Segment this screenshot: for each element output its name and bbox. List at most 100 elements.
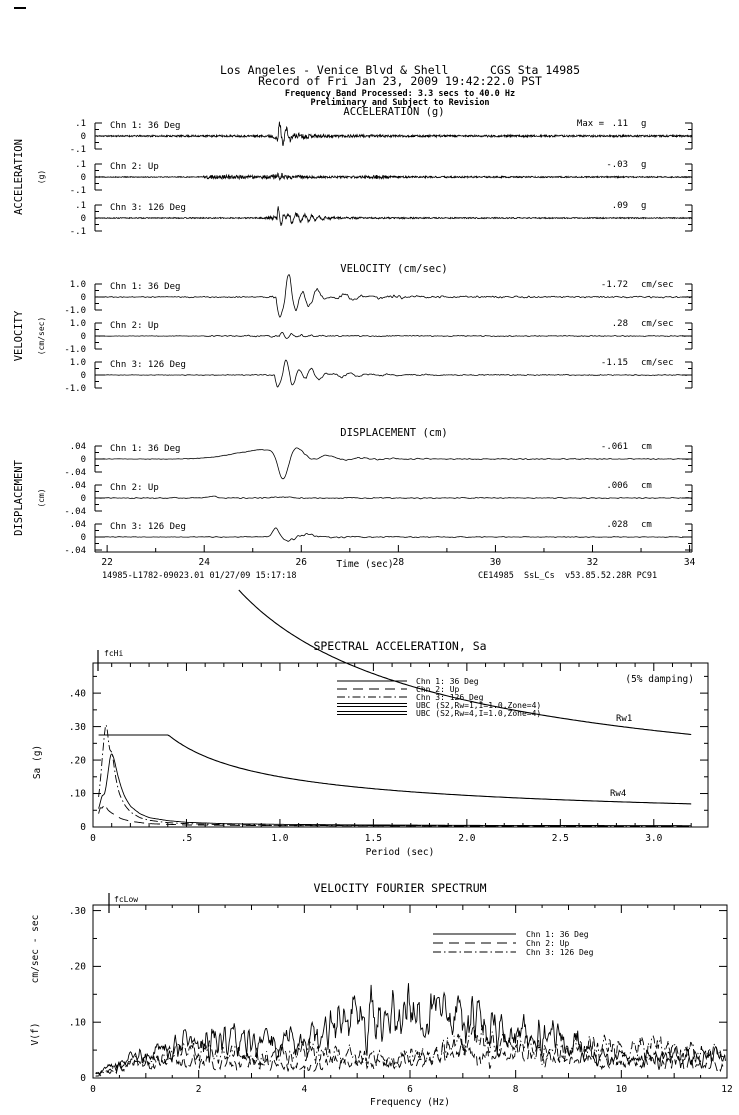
sa-legend-label: Chn 1: 36 Deg [416,677,479,686]
footer-processing-id: CE14985 SsL_Cs v53.85.52.28R PC91 [478,571,657,581]
strip-ytick-label: 0 [81,293,86,303]
fourier-xtick-label: 4 [301,1084,307,1095]
sa-ytick-label: .30 [69,722,86,733]
sa-legend-label: Chn 2: Up [416,685,460,694]
fourier-ytick-label: 0 [80,1073,86,1084]
sa-xtick-label: 2.0 [458,833,475,844]
sa-curve-chn1 [98,753,691,827]
sa-chart-title: SPECTRAL ACCELERATION, Sa [313,639,486,653]
max-value: .09 [612,201,628,211]
max-value: -.061 [601,442,628,452]
time-tick-label: 28 [393,557,405,568]
acceleration-panel-title: ACCELERATION (g) [343,106,444,118]
fourier-legend-label: Chn 2: Up [526,939,570,948]
strip-ytick-label: -.1 [70,145,86,155]
velocity-panel-title: VELOCITY (cm/sec) [340,263,447,275]
sa-xtick-label: 3.0 [645,833,662,844]
sa-curve-chn3 [98,723,691,827]
sa-xtick-label: 0 [90,833,96,844]
channel-label: Chn 1: 36 Deg [110,121,180,131]
sa-y-axis-title: Sa (g) [32,745,43,779]
strip-ytick-label: 0 [81,132,86,142]
rw1-curve-label: Rw1 [616,714,632,724]
strip-ytick-label: 0 [81,455,86,465]
max-value: -1.72 [601,280,628,290]
sa-xtick-label: 1.5 [365,833,382,844]
max-unit: cm [641,520,652,530]
trace-acceleration-chn3 [94,206,693,226]
header-preliminary-line: Preliminary and Subject to Revision [310,97,489,108]
strip-ytick-label: .04 [70,520,86,530]
fourier-xtick-label: 0 [90,1084,96,1095]
strip-ytick-label: .04 [70,442,86,452]
strip-ytick-label: -.04 [64,468,86,478]
max-unit: g [641,119,646,129]
time-tick-label: 32 [587,557,598,568]
sa-legend-label: Chn 3: 126 Deg [416,693,484,702]
strip-ytick-label: .04 [70,481,86,491]
max-value: .11 [612,119,628,129]
fourier-ytick-label: .20 [69,962,86,973]
trace-displacement-chn2 [94,495,693,500]
trace-velocity-chn1 [95,274,693,318]
channel-label: Chn 3: 126 Deg [110,522,186,532]
section-side-units: (cm) [37,488,46,507]
strip-ytick-label: -.1 [70,186,86,196]
time-tick-label: 30 [490,557,502,568]
sa-plot-frame [92,662,709,828]
strip-ytick-label: 1.0 [70,358,86,368]
strip-ytick-label: 1.0 [70,319,86,329]
strip-ytick-label: -1.0 [64,384,86,394]
trace-acceleration-chn1 [95,121,693,146]
trace-displacement-chn3 [94,527,693,542]
channel-label: Chn 2: Up [110,483,159,493]
sa-legend-label: UBC (S2,Rw=4,I=1.0,Zone=4) [416,709,541,718]
strip-ytick-label: -1.0 [64,306,86,316]
sa-curve-chn2 [98,803,691,827]
sa-legend-label: UBC (S2,Rw=1,I=1.0,Zone=4) [416,701,541,710]
max-value: .28 [612,319,628,329]
trace-acceleration-chn2 [94,172,693,181]
strip-ytick-label: -.1 [70,227,86,237]
channel-label: Chn 3: 126 Deg [110,360,186,370]
fclow-label: fcLow [114,895,138,904]
fourier-xtick-label: 6 [407,1084,413,1095]
fourier-xtick-label: 12 [721,1084,732,1095]
fourier-y-axis-units: cm/sec - sec [30,915,41,984]
max-prefix: Max = [577,119,605,129]
time-tick-label: 24 [198,557,210,568]
fourier-ytick-label: .10 [69,1017,86,1028]
fourier-legend-label: Chn 1: 36 Deg [526,930,589,939]
strip-ytick-label: 0 [81,173,86,183]
fourier-ytick-label: .30 [69,906,86,917]
max-unit: cm/sec [641,358,674,368]
strip-ytick-label: -.04 [64,546,86,556]
strip-ytick-label: 0 [81,533,86,543]
fourier-legend-label: Chn 3: 126 Deg [526,948,594,957]
rw4-curve-label: Rw4 [610,789,626,799]
trace-displacement-chn1 [95,447,693,480]
fourier-xtick-label: 2 [196,1084,202,1095]
sa-xtick-label: .5 [181,833,192,844]
max-unit: g [641,201,646,211]
strip-ytick-label: 1.0 [70,280,86,290]
sa-x-axis-title: Period (sec) [366,847,435,858]
time-tick-label: 22 [101,557,112,568]
max-value: .006 [606,481,628,491]
sa-ytick-label: .40 [69,688,86,699]
channel-label: Chn 2: Up [110,321,159,331]
section-side-label: DISPLACEMENT [13,459,25,536]
section-side-label: VELOCITY [13,310,25,361]
fchi-label: fcHi [104,649,123,658]
header-record-line: Record of Fri Jan 23, 2009 19:42:22.0 PS… [258,74,542,88]
header-band-line: Frequency Band Processed: 3.3 secs to 40… [285,89,515,99]
strip-ytick-label: .1 [75,201,86,211]
sa-ytick-label: .20 [69,755,86,766]
max-value: -1.15 [601,358,628,368]
time-axis-title: Time (sec) [336,559,393,570]
fourier-plot-frame [92,904,728,1079]
fourier-xtick-label: 10 [616,1084,628,1095]
time-tick-label: 26 [296,557,308,568]
